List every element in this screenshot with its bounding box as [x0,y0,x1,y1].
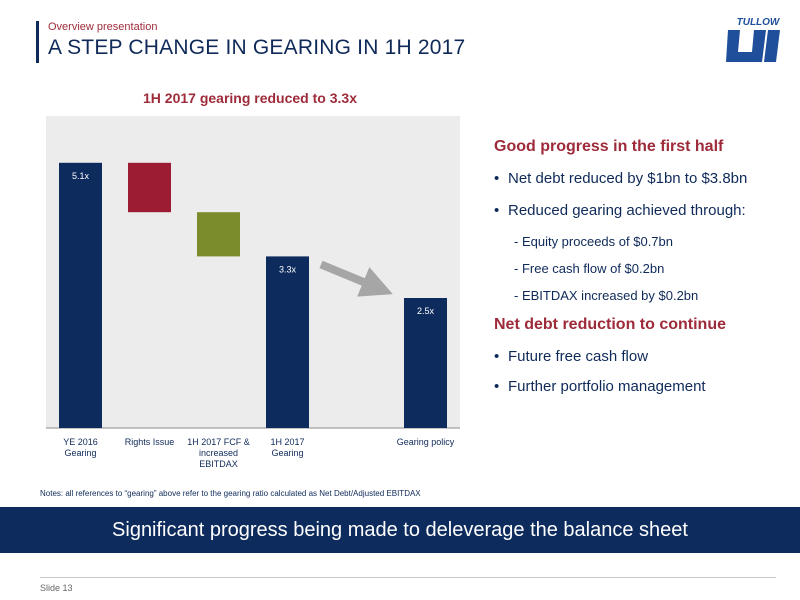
data-label-ye-2016-gearing: 5.1x [72,171,90,181]
bullet-future-fcf-text: Future free cash flow [508,348,649,365]
presentation-subtitle: Overview presentation [48,21,158,33]
footer-divider [40,577,776,578]
bullet-net-debt-text: Net debt reduced by $1bn to $3.8bn [508,170,748,187]
bars-layer: 5.1x 3.3x 2.5x [59,162,447,429]
slide-title: A STEP CHANGE IN GEARING IN 1H 2017 [48,36,466,59]
sub-bullet-equity: - Equity proceeds of $0.7bn [514,234,673,249]
x-tick-label: 1H 2017 [270,437,304,447]
data-label-gearing-policy: 2.5x [417,306,435,316]
bullet-reduced-gearing: • Reduced gearing achieved through: [494,202,746,219]
x-tick-label: Rights Issue [125,437,175,447]
sub-bullet-ebitdax: - EBITDAX increased by $0.2bn [514,288,699,303]
chart-notes: Notes: all references to “gearing” above… [40,489,421,498]
bar-1h-2017-fcf-increased-ebitdax [197,212,240,257]
slide-number: Slide 13 [40,583,73,593]
key-message-banner: Significant progress being made to delev… [0,507,800,553]
trend-arrow [319,260,393,297]
bullet-portfolio: • Further portfolio management [494,378,706,395]
bar-ye-2016-gearing [59,162,102,429]
bullet-net-debt: • Net debt reduced by $1bn to $3.8bn [494,170,748,187]
bar-rights-issue [128,162,171,213]
x-tick-label: 1H 2017 FCF & [187,437,250,447]
plot-background [46,116,460,428]
chart-title: 1H 2017 gearing reduced to 3.3x [143,90,357,106]
bullet-portfolio-text: Further portfolio management [508,378,706,395]
x-tick-label: EBITDAX [199,459,238,469]
logo-text: TULLOW [737,17,781,28]
header-accent-bar [36,21,39,63]
x-tick-label: increased [199,448,238,458]
heading-good-progress: Good progress in the first half [494,138,724,155]
x-tick-label: Gearing [271,448,303,458]
heading-net-debt-reduction: Net debt reduction to continue [494,316,726,333]
x-tick-label: YE 2016 [63,437,98,447]
x-tick-label: Gearing policy [397,437,455,447]
bar-gearing-policy [404,298,447,428]
bar-1h-2017-gearing [266,256,309,428]
data-label-1h-2017-gearing: 3.3x [279,264,297,274]
bullet-future-fcf: • Future free cash flow [494,348,649,365]
tullow-logo-icon: TULLOW [726,17,781,62]
x-tick-label: Gearing [64,448,96,458]
sub-bullet-fcf: - Free cash flow of $0.2bn [514,261,665,276]
bullet-reduced-gearing-text: Reduced gearing achieved through: [508,202,746,219]
